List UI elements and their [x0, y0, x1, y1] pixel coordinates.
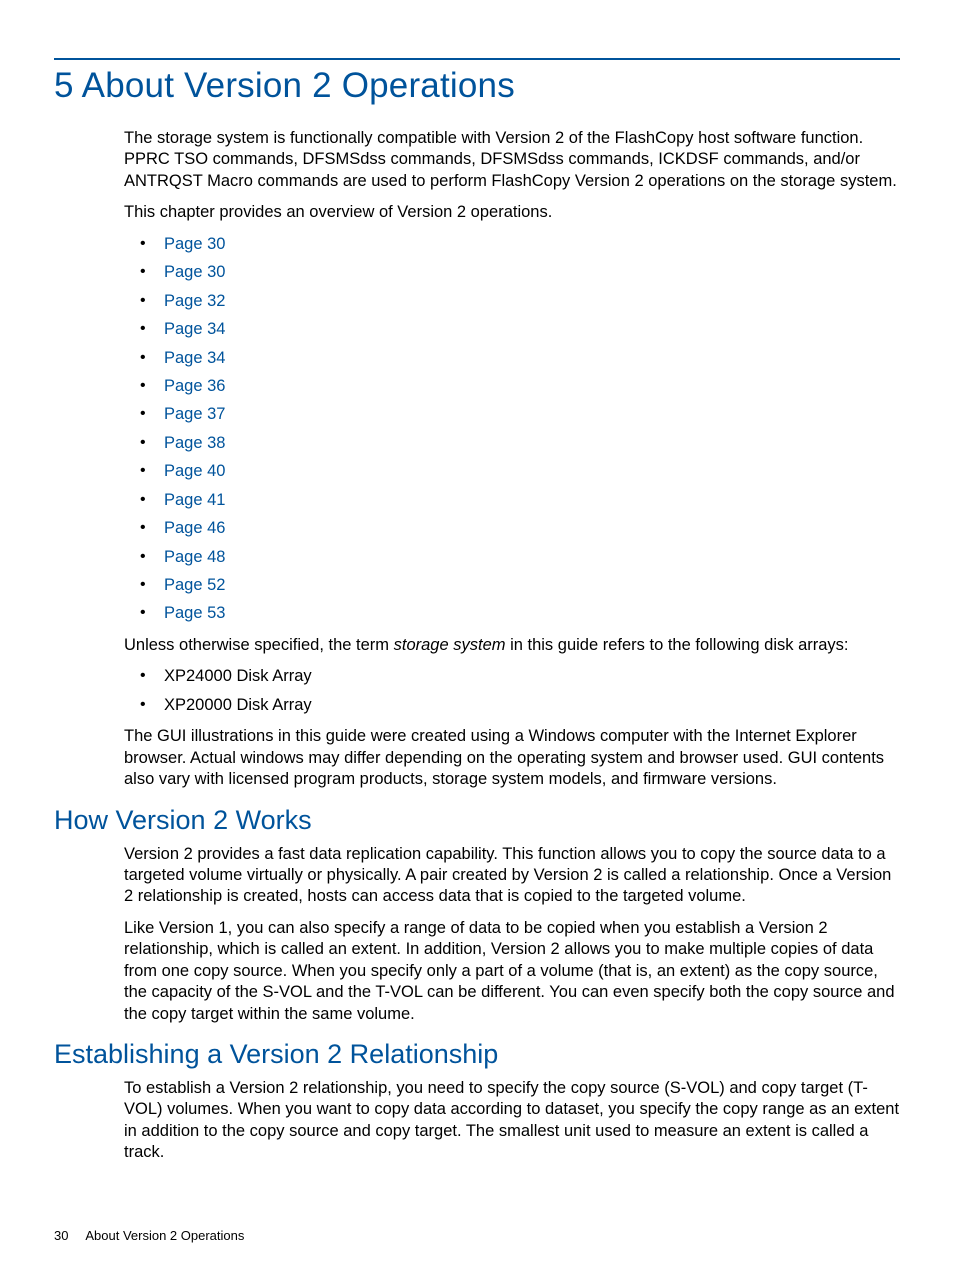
list-item: Page 46: [124, 518, 900, 539]
gui-paragraph: The GUI illustrations in this guide were…: [124, 726, 900, 790]
section-estab-body: To establish a Version 2 relationship, y…: [124, 1078, 900, 1164]
list-item: Page 30: [124, 234, 900, 255]
page-link[interactable]: Page 30: [164, 235, 225, 253]
page-link-list: Page 30 Page 30 Page 32 Page 34 Page 34 …: [124, 234, 900, 625]
arrays-list: XP24000 Disk Array XP20000 Disk Array: [124, 666, 900, 716]
array-item: XP24000 Disk Array: [164, 667, 312, 685]
page-link[interactable]: Page 41: [164, 491, 225, 509]
how-para-2: Like Version 1, you can also specify a r…: [124, 918, 900, 1025]
page-link[interactable]: Page 48: [164, 548, 225, 566]
page-link[interactable]: Page 38: [164, 434, 225, 452]
top-rule: [54, 58, 900, 60]
overview-line: This chapter provides an overview of Ver…: [124, 202, 900, 223]
page-footer: 30 About Version 2 Operations: [54, 1228, 244, 1243]
unless-post: in this guide refers to the following di…: [506, 636, 849, 654]
page-link[interactable]: Page 46: [164, 519, 225, 537]
list-item: Page 40: [124, 461, 900, 482]
how-para-1: Version 2 provides a fast data replicati…: [124, 844, 900, 908]
section-title-how: How Version 2 Works: [54, 805, 900, 836]
list-item: Page 38: [124, 433, 900, 454]
list-item: XP20000 Disk Array: [124, 695, 900, 716]
page-link[interactable]: Page 30: [164, 263, 225, 281]
list-item: Page 30: [124, 262, 900, 283]
unless-pre: Unless otherwise specified, the term: [124, 636, 394, 654]
footer-title: About Version 2 Operations: [85, 1228, 244, 1243]
page-link[interactable]: Page 52: [164, 576, 225, 594]
footer-page-number: 30: [54, 1228, 68, 1243]
page-link[interactable]: Page 37: [164, 405, 225, 423]
page-link[interactable]: Page 36: [164, 377, 225, 395]
unless-italic: storage system: [394, 636, 506, 654]
list-item: Page 34: [124, 319, 900, 340]
section-how-body: Version 2 provides a fast data replicati…: [124, 844, 900, 1026]
intro-paragraph: The storage system is functionally compa…: [124, 128, 900, 192]
estab-para-1: To establish a Version 2 relationship, y…: [124, 1078, 900, 1164]
array-item: XP20000 Disk Array: [164, 696, 312, 714]
unless-paragraph: Unless otherwise specified, the term sto…: [124, 635, 900, 656]
list-item: Page 52: [124, 575, 900, 596]
page-link[interactable]: Page 53: [164, 604, 225, 622]
section-title-establishing: Establishing a Version 2 Relationship: [54, 1039, 900, 1070]
page-link[interactable]: Page 34: [164, 349, 225, 367]
chapter-title: 5 About Version 2 Operations: [54, 66, 900, 106]
list-item: XP24000 Disk Array: [124, 666, 900, 687]
page-link[interactable]: Page 40: [164, 462, 225, 480]
list-item: Page 41: [124, 490, 900, 511]
list-item: Page 53: [124, 603, 900, 624]
list-item: Page 34: [124, 348, 900, 369]
list-item: Page 32: [124, 291, 900, 312]
page-link[interactable]: Page 34: [164, 320, 225, 338]
page-link[interactable]: Page 32: [164, 292, 225, 310]
chapter-body: The storage system is functionally compa…: [124, 128, 900, 791]
list-item: Page 48: [124, 547, 900, 568]
list-item: Page 36: [124, 376, 900, 397]
list-item: Page 37: [124, 404, 900, 425]
